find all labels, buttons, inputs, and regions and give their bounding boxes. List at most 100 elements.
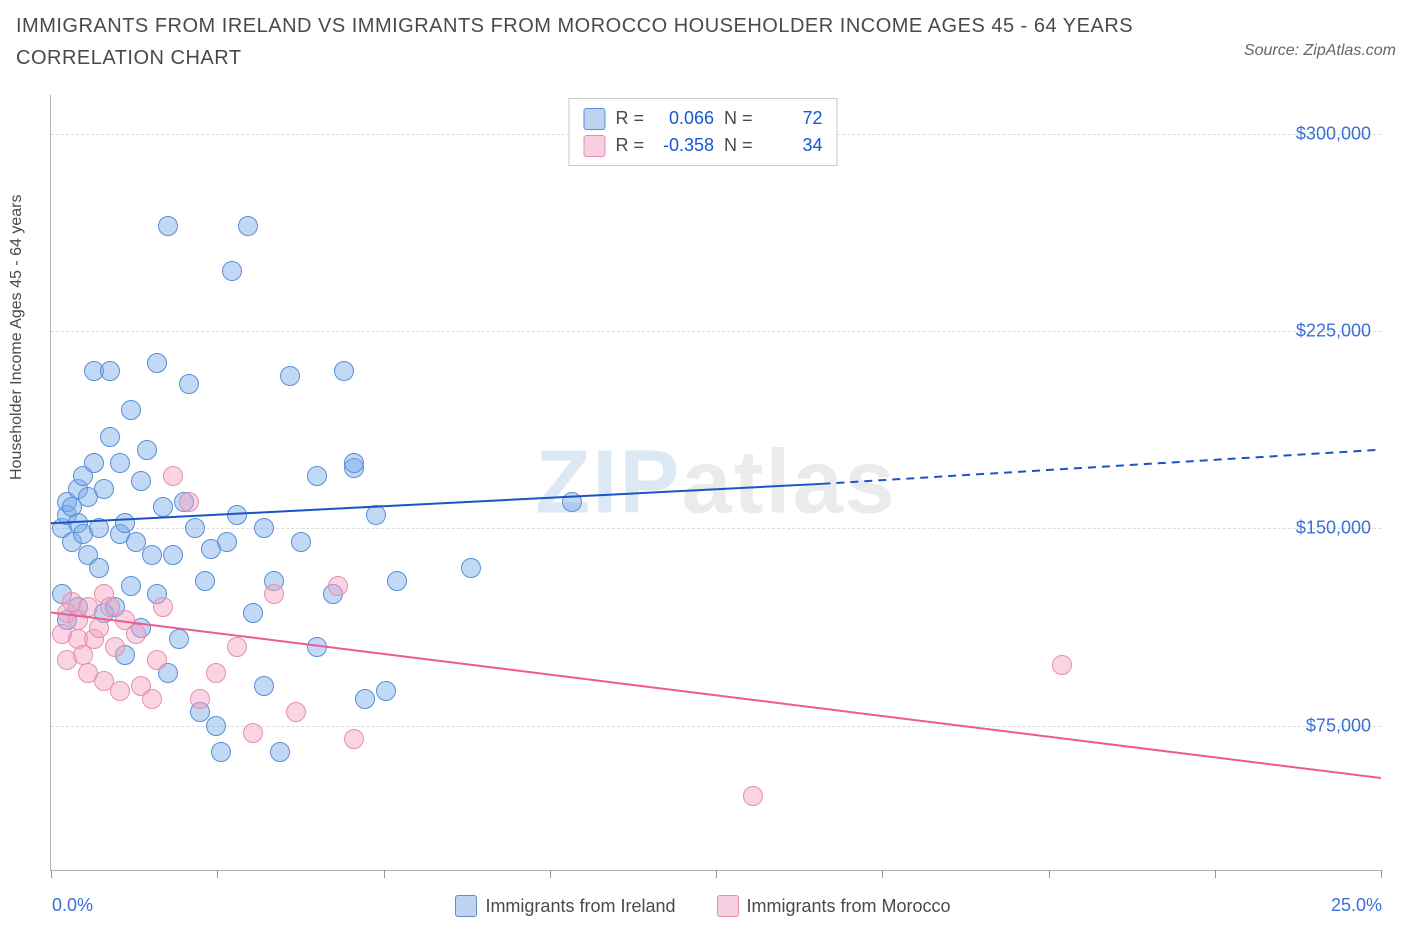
data-point-morocco — [227, 637, 247, 657]
data-point-ireland — [254, 518, 274, 538]
data-point-ireland — [307, 466, 327, 486]
data-point-ireland — [270, 742, 290, 762]
data-point-ireland — [387, 571, 407, 591]
data-point-ireland — [84, 453, 104, 473]
data-point-morocco — [89, 618, 109, 638]
gridline — [51, 528, 1381, 529]
data-point-ireland — [89, 558, 109, 578]
legend-label-morocco: Immigrants from Morocco — [747, 896, 951, 917]
data-point-ireland — [206, 716, 226, 736]
data-point-ireland — [131, 471, 151, 491]
y-tick-label: $225,000 — [1296, 321, 1385, 342]
data-point-ireland — [121, 400, 141, 420]
n-label: N = — [724, 105, 753, 132]
data-point-ireland — [366, 505, 386, 525]
data-point-morocco — [743, 786, 763, 806]
data-point-ireland — [158, 216, 178, 236]
data-point-ireland — [217, 532, 237, 552]
source-attribution: Source: ZipAtlas.com — [1244, 42, 1396, 60]
y-tick-label: $150,000 — [1296, 518, 1385, 539]
x-tick — [550, 870, 551, 878]
y-tick-label: $300,000 — [1296, 124, 1385, 145]
data-point-morocco — [126, 624, 146, 644]
data-point-ireland — [179, 374, 199, 394]
data-point-ireland — [89, 518, 109, 538]
data-point-ireland — [147, 353, 167, 373]
data-point-ireland — [376, 681, 396, 701]
legend-swatch-ireland — [455, 895, 477, 917]
data-point-ireland — [153, 497, 173, 517]
data-point-ireland — [227, 505, 247, 525]
r-label: R = — [615, 105, 644, 132]
data-point-morocco — [78, 597, 98, 617]
legend-item-morocco: Immigrants from Morocco — [717, 895, 951, 917]
data-point-ireland — [211, 742, 231, 762]
data-point-ireland — [100, 427, 120, 447]
r-label: R = — [615, 132, 644, 159]
data-point-morocco — [147, 650, 167, 670]
data-point-ireland — [163, 545, 183, 565]
data-point-morocco — [264, 584, 284, 604]
data-point-morocco — [179, 492, 199, 512]
trendline-morocco — [51, 613, 1381, 779]
trendline-extrapolated-ireland — [822, 450, 1381, 484]
data-point-ireland — [280, 366, 300, 386]
data-point-morocco — [190, 689, 210, 709]
legend-swatch-ireland — [583, 108, 605, 130]
data-point-ireland — [169, 629, 189, 649]
data-point-morocco — [110, 681, 130, 701]
y-axis-title: Householder Income Ages 45 - 64 years — [8, 195, 26, 481]
n-value-morocco: 34 — [763, 132, 823, 159]
legend-stats-row-ireland: R = 0.066 N = 72 — [583, 105, 822, 132]
x-tick — [384, 870, 385, 878]
legend-stats-row-morocco: R = -0.358 N = 34 — [583, 132, 822, 159]
x-tick — [1049, 870, 1050, 878]
data-point-ireland — [94, 479, 114, 499]
data-point-ireland — [115, 513, 135, 533]
x-tick — [217, 870, 218, 878]
data-point-ireland — [238, 216, 258, 236]
x-tick — [882, 870, 883, 878]
x-tick — [1381, 870, 1382, 878]
chart-title: IMMIGRANTS FROM IRELAND VS IMMIGRANTS FR… — [16, 10, 1136, 74]
chart-plot-area: ZIPatlas $75,000$150,000$225,000$300,000 — [50, 95, 1381, 871]
legend-swatch-morocco — [717, 895, 739, 917]
x-tick — [1215, 870, 1216, 878]
data-point-ireland — [110, 453, 130, 473]
data-point-ireland — [291, 532, 311, 552]
data-point-ireland — [121, 576, 141, 596]
n-value-ireland: 72 — [763, 105, 823, 132]
x-axis-min-label: 0.0% — [52, 895, 93, 916]
data-point-ireland — [254, 676, 274, 696]
data-point-ireland — [137, 440, 157, 460]
data-point-ireland — [461, 558, 481, 578]
legend-swatch-morocco — [583, 135, 605, 157]
data-point-ireland — [334, 361, 354, 381]
n-label: N = — [724, 132, 753, 159]
legend-series: Immigrants from Ireland Immigrants from … — [0, 895, 1406, 922]
x-axis-max-label: 25.0% — [1331, 895, 1382, 916]
watermark: ZIPatlas — [535, 431, 896, 534]
legend-label-ireland: Immigrants from Ireland — [485, 896, 675, 917]
data-point-morocco — [243, 723, 263, 743]
data-point-morocco — [344, 729, 364, 749]
x-tick — [51, 870, 52, 878]
data-point-ireland — [222, 261, 242, 281]
data-point-morocco — [286, 702, 306, 722]
data-point-ireland — [185, 518, 205, 538]
data-point-morocco — [105, 637, 125, 657]
data-point-morocco — [163, 466, 183, 486]
r-value-ireland: 0.066 — [654, 105, 714, 132]
data-point-morocco — [328, 576, 348, 596]
data-point-ireland — [307, 637, 327, 657]
y-tick-label: $75,000 — [1306, 715, 1385, 736]
trend-lines-layer — [51, 95, 1381, 870]
gridline — [51, 331, 1381, 332]
legend-item-ireland: Immigrants from Ireland — [455, 895, 675, 917]
data-point-ireland — [195, 571, 215, 591]
legend-stats-box: R = 0.066 N = 72 R = -0.358 N = 34 — [568, 98, 837, 166]
x-tick — [716, 870, 717, 878]
data-point-morocco — [153, 597, 173, 617]
data-point-ireland — [344, 453, 364, 473]
data-point-ireland — [142, 545, 162, 565]
